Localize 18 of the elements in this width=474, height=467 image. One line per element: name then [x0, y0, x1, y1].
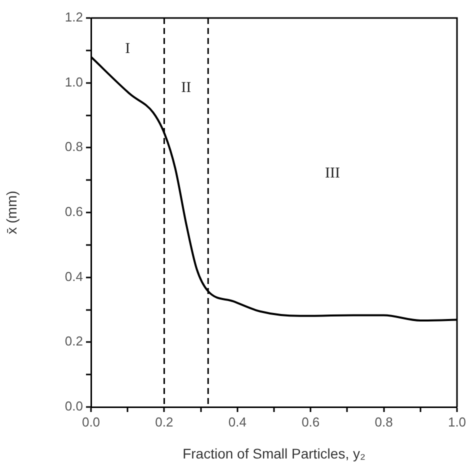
y-tick-label: 0.2 — [64, 334, 83, 349]
y-tick-label: 0.0 — [64, 398, 83, 414]
y-tick-label: 1.0 — [64, 74, 83, 90]
y-tick-label: 0.8 — [64, 139, 83, 154]
annotation: III — [325, 166, 340, 182]
y-tick-label: 0.4 — [64, 268, 83, 284]
y-axis-title: x̄ (mm) — [3, 190, 20, 234]
x-tick-label: 0.8 — [374, 414, 393, 430]
x-tick-label: 0.0 — [82, 414, 100, 430]
x-axis-title: Fraction of Small Particles, y₂ — [182, 445, 366, 462]
y-tick-label: 0.6 — [64, 204, 83, 220]
x-tick-label: 0.6 — [302, 414, 320, 430]
y-tick-label: 1.2 — [64, 10, 83, 25]
x-tick-label: 1.0 — [448, 414, 466, 430]
annotation: II — [181, 80, 192, 96]
x-tick-label: 0.4 — [228, 414, 246, 430]
annotation: I — [125, 41, 130, 58]
x-tick-label: 0.2 — [155, 414, 174, 430]
